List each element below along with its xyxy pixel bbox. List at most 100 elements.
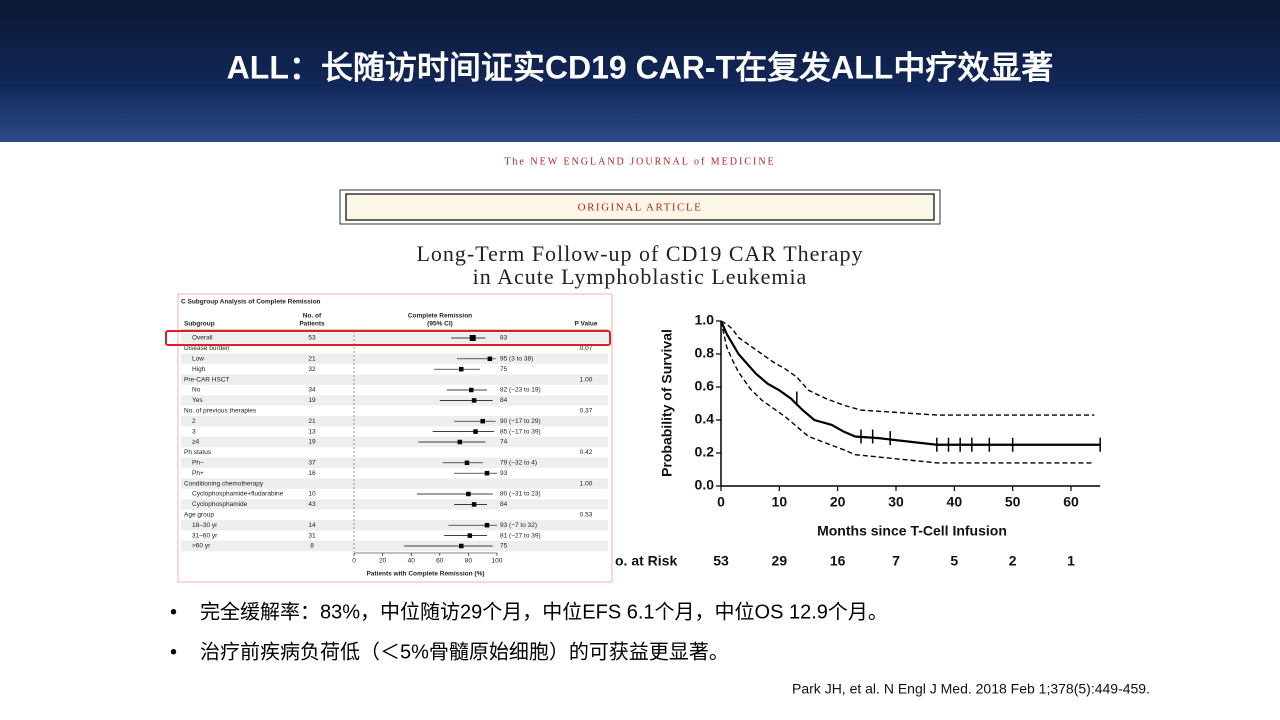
subgroup-label: >60 yr — [192, 543, 211, 550]
subgroup-label: 18–30 yr — [192, 522, 218, 529]
subgroup-label: High — [192, 366, 206, 373]
point-estimate — [459, 366, 464, 372]
article-title: in Acute Lymphoblastic Leukemia — [473, 264, 808, 289]
estimate-label: 83 — [500, 335, 508, 342]
column-header: (95% CI) — [427, 321, 453, 328]
point-estimate — [484, 522, 490, 528]
column-header: P Value — [574, 321, 597, 328]
x-tick-label: 30 — [888, 494, 904, 510]
column-header: No. of — [303, 313, 322, 320]
subgroup-label: 3 — [192, 428, 196, 435]
x-tick-label: 100 — [492, 558, 503, 565]
subgroup-label: Ph status — [184, 449, 212, 456]
y-tick-label: 1.0 — [695, 312, 715, 328]
slide-title: ALL：长随访时间证实CD19 CAR-T在复发ALL中疗效显著 — [227, 49, 1054, 85]
patient-count: 19 — [308, 397, 316, 404]
estimate-label: 74 — [500, 439, 508, 446]
x-tick-label: 0 — [717, 494, 725, 510]
row-shade — [181, 332, 608, 344]
subgroup-label: Low — [192, 356, 204, 363]
bullet: 完全缓解率：83%，中位随访29个月，中位EFS 6.1个月，中位OS 12.9… — [200, 600, 888, 623]
patient-count: 13 — [308, 428, 316, 435]
subgroup-label: Disease burden — [184, 345, 230, 352]
estimate-label: 75 — [500, 543, 508, 550]
patient-count: 21 — [308, 418, 316, 425]
x-tick-label: 60 — [436, 558, 444, 565]
x-axis-label: Months since T-Cell Infusion — [817, 523, 1007, 539]
patient-count: 16 — [308, 470, 316, 477]
subgroup-label: No — [192, 387, 201, 394]
estimate-label: 80 (−31 to 23) — [500, 491, 541, 498]
article-type: ORIGINAL ARTICLE — [578, 202, 703, 214]
at-risk-count: 2 — [1009, 553, 1017, 569]
estimate-label: 81 (−27 to 39) — [500, 532, 541, 539]
point-estimate — [469, 387, 474, 393]
patient-count: 31 — [308, 532, 316, 539]
subgroup-label: Yes — [192, 397, 203, 404]
column-header: Subgroup — [184, 321, 215, 328]
estimate-label: 90 (−17 to 29) — [500, 418, 541, 425]
header-band — [0, 0, 1280, 142]
p-value: 1.00 — [580, 376, 593, 383]
estimate-label: 93 (−7 to 32) — [500, 522, 537, 529]
patient-count: 14 — [308, 522, 316, 529]
x-tick-label: 0 — [352, 558, 356, 565]
point-estimate — [487, 356, 493, 362]
row-shade — [181, 520, 608, 531]
row-shade — [181, 540, 608, 552]
subgroup-label: ≥4 — [192, 439, 200, 446]
row-shade — [181, 457, 608, 468]
survival-chart: 0.0 0.2 0.4 0.6 0.8 1.0 0 10 20 30 40 50 60 Months si… — [615, 312, 1101, 569]
subgroup-label: Cyclophosphamide — [192, 501, 248, 508]
subgroup-label: Ph+ — [192, 470, 204, 477]
at-risk-count: 53 — [713, 553, 729, 569]
citation: Park JH, et al. N Engl J Med. 2018 Feb 1… — [792, 681, 1150, 697]
subgroup-label: 2 — [192, 418, 196, 425]
p-value: 0.53 — [580, 512, 593, 519]
point-estimate — [473, 429, 478, 434]
at-risk-count: 16 — [830, 553, 846, 569]
row-shade — [181, 416, 608, 427]
point-estimate — [469, 335, 476, 341]
estimate-label: 84 — [500, 397, 508, 404]
highlight — [165, 330, 611, 346]
x-tick-label: 20 — [830, 494, 846, 510]
subgroup-label: Age group — [184, 512, 214, 519]
x-axis-label: Patients with Complete Remission (%) — [366, 571, 484, 578]
point-estimate — [466, 491, 471, 497]
article-box-outer — [339, 189, 941, 225]
bullet-dot: • — [170, 641, 177, 663]
article-title: Long-Term Follow-up of CD19 CAR Therapy — [416, 241, 863, 266]
patient-count: 37 — [308, 460, 316, 467]
at-risk-count: 1 — [1067, 553, 1075, 569]
patient-count: 10 — [308, 491, 316, 498]
estimate-label: 84 — [500, 501, 508, 508]
row-shade — [181, 436, 608, 448]
estimate-label: 95 (3 to 38) — [500, 356, 533, 363]
column-header: Patients — [299, 321, 325, 328]
patient-count: 53 — [308, 335, 316, 342]
y-tick-label: 0.0 — [695, 477, 715, 493]
point-estimate — [467, 533, 473, 538]
point-estimate — [459, 543, 464, 549]
forest-title: C Subgroup Analysis of Complete Remissio… — [181, 299, 321, 306]
column-header: Complete Remission — [408, 313, 472, 320]
p-value: 0.42 — [580, 449, 593, 456]
patient-count: 34 — [308, 387, 316, 394]
subgroup-label: Pre-CAR HSCT — [184, 376, 230, 383]
x-tick-label: 50 — [1005, 494, 1021, 510]
bullet-dot: • — [170, 601, 177, 623]
point-estimate — [471, 502, 477, 507]
x-tick-label: 60 — [1063, 494, 1079, 510]
point-estimate — [464, 460, 470, 466]
estimate-label: 93 — [500, 470, 508, 477]
subgroup-label: Conditioning chemotherapy — [184, 480, 264, 487]
survival-line — [719, 320, 1101, 446]
subgroup-label: Cyclophosphamide+fludarabine — [192, 491, 284, 498]
x-tick-label: 80 — [465, 558, 473, 565]
row-shade — [181, 499, 608, 510]
bullet: 治疗前疾病负荷低（＜5%骨髓原始细胞）的可获益更显著。 — [200, 640, 729, 663]
at-risk-label: o. at Risk — [615, 553, 677, 569]
article-box — [345, 193, 935, 221]
